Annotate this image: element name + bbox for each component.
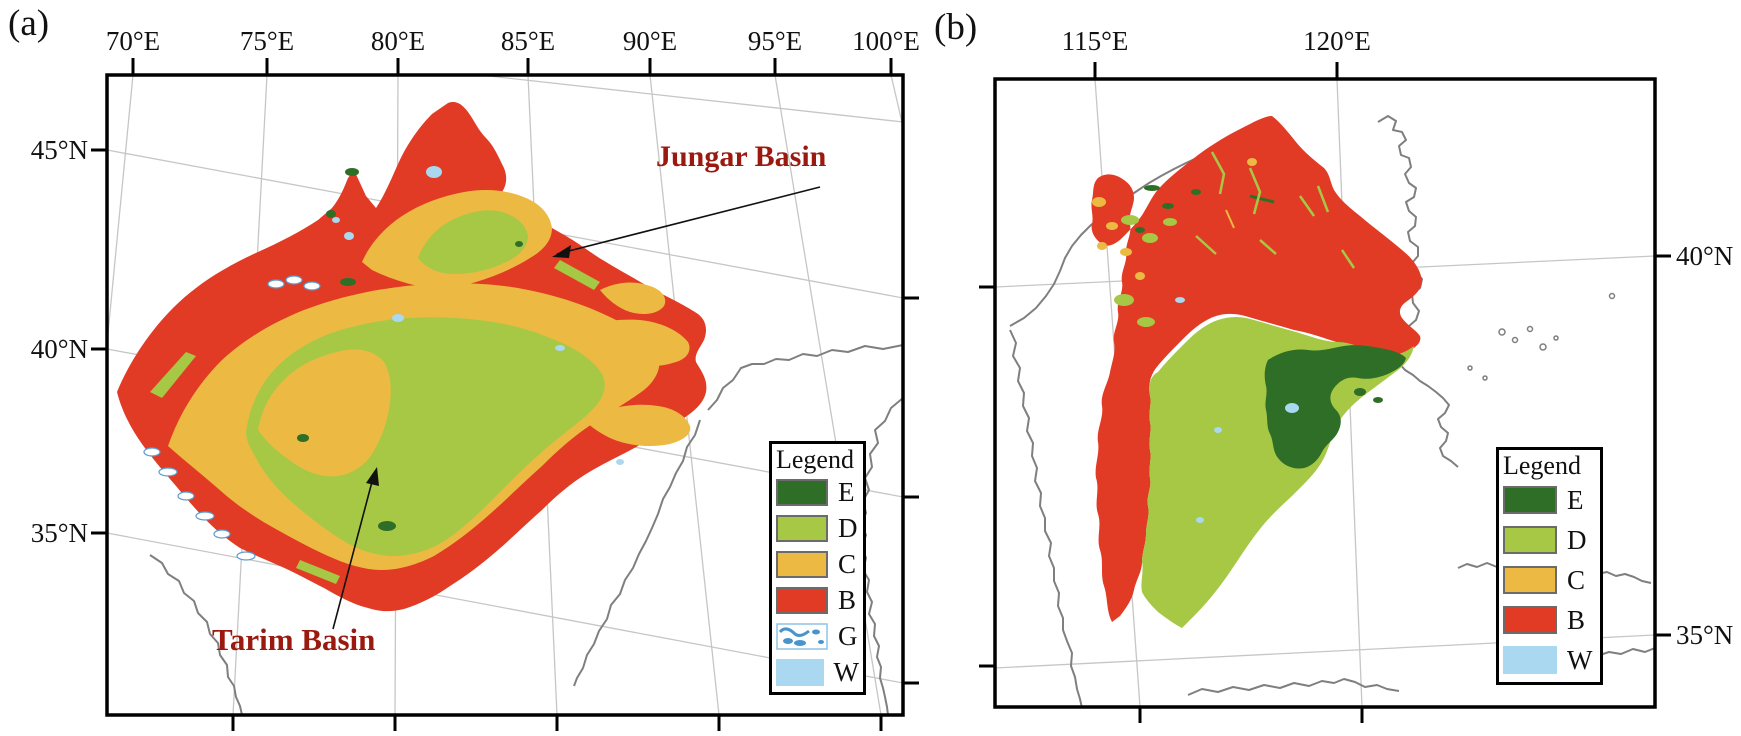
legend-a-code-B: B [838, 584, 857, 615]
axis-a-x-90E: 90°E [622, 26, 678, 56]
region-a-C-inner [258, 349, 391, 477]
annotation-jungar-basin: Jungar Basin [656, 140, 827, 173]
region-a-G [143, 275, 321, 561]
axis-b-y-35N: 35°N [1676, 620, 1734, 650]
legend-b-row-B: B [1503, 600, 1596, 640]
legend-b-swatch-W [1503, 646, 1557, 674]
legend-a-code-E: E [838, 476, 855, 507]
annotation-tarim-basin: Tarim Basin [212, 622, 376, 657]
legend-b-swatch-E [1503, 486, 1557, 514]
legend-b-swatch-D [1503, 526, 1557, 554]
legend-a-row-G: G [776, 618, 859, 654]
legend-b-row-D: D [1503, 520, 1596, 560]
legend-b-swatch-C [1503, 566, 1557, 594]
panel-b-map [995, 79, 1655, 707]
legend-a-code-G: G [838, 620, 858, 651]
axis-a-x-85E: 85°E [500, 26, 556, 56]
legend-b-title: Legend [1503, 451, 1581, 480]
axis-a-y-35N: 35°N [30, 518, 88, 548]
legend-a-row-B: B [776, 582, 859, 618]
legend-a: Legend E D C B G [769, 441, 866, 695]
region-b-E [1135, 185, 1406, 469]
legend-b-row-C: C [1503, 560, 1596, 600]
axis-b-y-40N: 40°N [1676, 241, 1734, 271]
panel-b-label: (b) [934, 7, 978, 48]
legend-b-code-W: W [1567, 644, 1593, 675]
axis-a-x-100E: 100°E [852, 26, 920, 56]
legend-b-swatch-B [1503, 606, 1557, 634]
region-b-W [1175, 297, 1299, 523]
legend-b-code-C: C [1567, 564, 1586, 595]
axis-a-y-40N: 40°N [30, 334, 88, 364]
axis-a-y-45N: 45°N [30, 135, 88, 165]
legend-b-row-W: W [1503, 640, 1596, 680]
legend-a-row-E: E [776, 474, 859, 510]
legend-b-code-E: E [1567, 484, 1584, 515]
region-b-C [1092, 158, 1257, 280]
legend-a-row-W: W [776, 654, 859, 690]
panel-a-arrows [332, 186, 821, 630]
legend-a-row-D: D [776, 510, 859, 546]
axis-a-x-75E: 75°E [239, 26, 295, 56]
legend-a-swatch-W [776, 658, 824, 686]
axis-b-x-120E: 120°E [1303, 26, 1371, 56]
legend-a-swatch-G-glacier-pattern [776, 622, 828, 650]
legend-b: Legend E D C B W [1496, 447, 1603, 685]
legend-a-swatch-D [776, 514, 828, 542]
axis-a-x-80E: 80°E [370, 26, 426, 56]
legend-b-code-D: D [1567, 524, 1587, 555]
region-b-D [1141, 317, 1414, 628]
legend-a-code-D: D [838, 512, 858, 543]
region-a-E [297, 168, 523, 531]
panel-b-frame [979, 62, 1671, 723]
legend-a-swatch-C [776, 550, 828, 578]
axis-a-x-95E: 95°E [747, 26, 803, 56]
legend-a-title: Legend [776, 445, 854, 474]
legend-a-code-W: W [833, 656, 859, 687]
legend-a-code-C: C [838, 548, 857, 579]
panel-a-map [107, 75, 903, 715]
region-a-W [332, 166, 624, 465]
axis-b-x-115E: 115°E [1061, 26, 1129, 56]
legend-b-row-E: E [1503, 480, 1596, 520]
legend-a-row-C: C [776, 546, 859, 582]
legend-b-code-B: B [1567, 604, 1586, 635]
panel-a-frame [91, 58, 919, 731]
region-b-B [1091, 116, 1422, 622]
axis-a-x-70E: 70°E [105, 26, 161, 56]
legend-a-swatch-E [776, 478, 828, 506]
region-b-D-streaks [1114, 151, 1356, 327]
panel-a-label: (a) [8, 3, 50, 44]
legend-a-swatch-B [776, 586, 828, 614]
